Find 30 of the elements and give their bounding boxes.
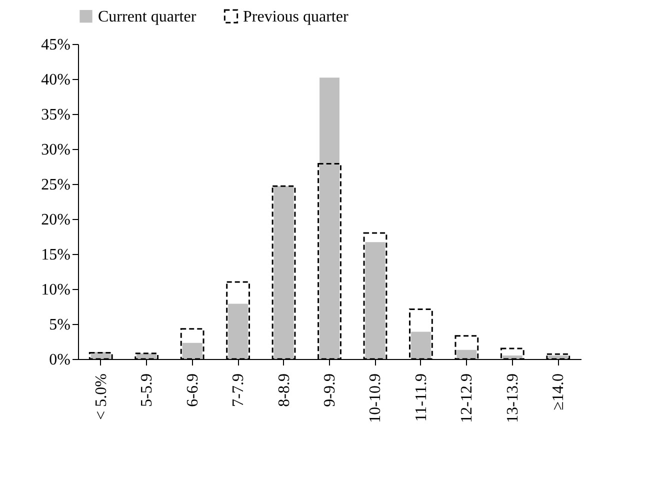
x-tick-label: 11-11.9 <box>412 374 430 422</box>
x-tick-label: 13-13.9 <box>504 374 522 423</box>
y-tick-label: 25% <box>41 176 70 194</box>
x-tick-label: 6-6.9 <box>184 374 202 407</box>
bar <box>456 350 477 359</box>
bar <box>320 78 340 359</box>
x-tick-label: < 5.0% <box>92 374 110 420</box>
legend-label: Previous quarter <box>243 8 349 26</box>
y-tick-label: 40% <box>41 72 70 88</box>
y-tick-label: 15% <box>41 246 70 264</box>
x-tick-label: 8-8.9 <box>276 374 293 407</box>
x-tick-label: 7-7.9 <box>230 374 248 407</box>
bar <box>182 342 202 359</box>
y-tick-label: 30% <box>41 142 70 158</box>
bar <box>228 304 248 359</box>
y-tick-label: 20% <box>41 212 70 228</box>
y-tick-label: 10% <box>41 282 70 298</box>
x-tick-label: ≥14.0 <box>550 374 568 410</box>
bar <box>411 332 431 359</box>
x-tick-label: 5-5.9 <box>138 374 156 407</box>
x-tick-label: 10-10.9 <box>367 374 384 423</box>
y-tick-label: 35% <box>41 106 70 124</box>
bar <box>548 356 568 359</box>
bar <box>365 242 386 359</box>
y-tick-label: 45% <box>41 36 70 54</box>
legend-label: Current quarter <box>98 8 197 26</box>
y-tick-label: 0% <box>49 352 70 368</box>
x-tick-label: 12-12.9 <box>458 374 476 423</box>
x-tick-label: 9-9.9 <box>322 374 338 407</box>
y-tick-label: 5% <box>49 316 70 334</box>
